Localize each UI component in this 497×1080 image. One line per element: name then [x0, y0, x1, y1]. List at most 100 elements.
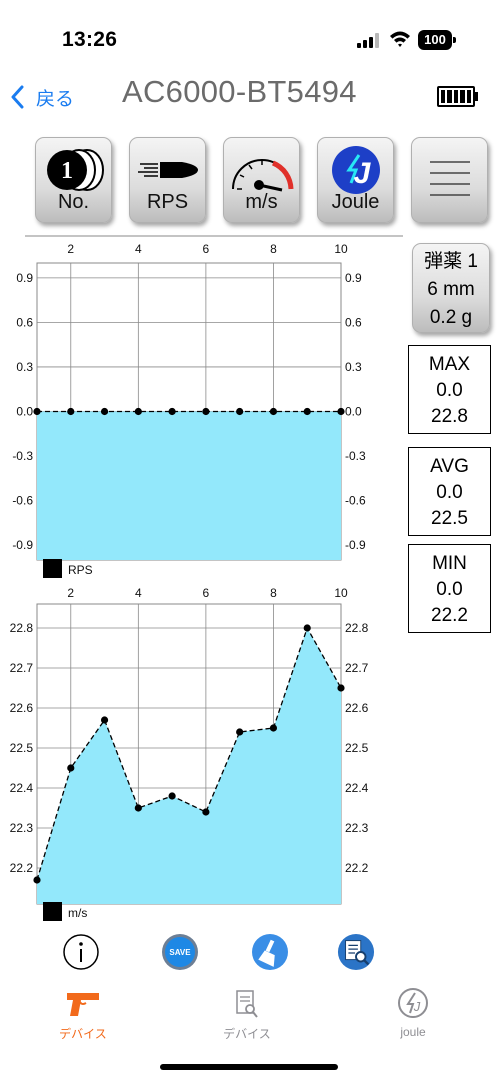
joule-button[interactable]: J Joule — [317, 137, 394, 223]
device-battery-icon — [437, 86, 475, 107]
legend-swatch — [43, 559, 62, 578]
x-tick-label: 10 — [334, 242, 348, 256]
min-stat-box: MIN 0.0 22.2 — [408, 544, 491, 633]
search-document-icon[interactable] — [337, 933, 375, 971]
min-rps-value: 0.0 — [436, 579, 463, 600]
status-time: 13:26 — [62, 28, 118, 51]
avg-stat-box: AVG 0.0 22.5 — [408, 447, 491, 536]
min-speed-value: 22.2 — [431, 605, 468, 626]
max-rps-value: 0.0 — [436, 380, 463, 401]
legend-swatch — [43, 902, 62, 921]
data-point — [303, 407, 311, 416]
min-label: MIN — [432, 553, 467, 574]
y-tick-label-right: 0.3 — [345, 360, 362, 374]
data-point — [269, 724, 278, 732]
series-area-fill — [37, 628, 341, 904]
home-indicator — [160, 1064, 338, 1070]
y-tick-label-left: 0.0 — [16, 405, 33, 419]
save-icon[interactable]: SAVE — [161, 933, 199, 971]
data-point — [168, 792, 176, 800]
y-tick-label-left: 22.8 — [10, 621, 34, 635]
clear-brush-icon[interactable] — [251, 933, 289, 971]
series-area-fill — [37, 411, 341, 560]
x-tick-label: 6 — [203, 242, 210, 256]
wifi-icon — [390, 31, 410, 47]
legend-label: m/s — [68, 906, 87, 920]
data-point — [100, 716, 109, 724]
chevron-left-icon — [11, 85, 24, 109]
data-point — [33, 876, 41, 884]
data-point — [303, 624, 311, 632]
info-icon[interactable] — [62, 933, 100, 971]
tab-device-active[interactable]: デバイス — [33, 985, 133, 1042]
series-line — [36, 626, 342, 881]
y-tick-label-right: 22.4 — [345, 781, 369, 795]
data-point — [337, 407, 345, 416]
y-tick-label-left: 0.6 — [16, 315, 33, 329]
joule-bolt-icon: J — [398, 988, 428, 1018]
y-tick-label-left: 22.2 — [10, 861, 34, 875]
svg-text:J: J — [413, 999, 421, 1014]
data-point — [67, 407, 75, 416]
y-tick-label-left: 0.9 — [16, 271, 33, 285]
joule-icon: J — [331, 146, 380, 194]
y-tick-label-left: 22.6 — [10, 701, 34, 715]
speed-chart: 2 4 6 8 10 22.8 22.8 22.7 22.7 22.6 22.6 22.5 22.5 22… — [10, 586, 369, 921]
data-point — [337, 684, 345, 692]
svg-text:SAVE: SAVE — [169, 948, 191, 957]
x-tick-label: 2 — [67, 242, 74, 256]
x-tick-label: 8 — [270, 242, 277, 256]
x-tick-label: 10 — [334, 586, 348, 600]
data-point — [100, 407, 109, 416]
joule-label: Joule — [331, 191, 380, 213]
back-button[interactable]: 戻る — [10, 82, 74, 112]
bullet-icon — [137, 162, 198, 178]
y-tick-label-left: -0.3 — [12, 449, 33, 463]
battery-status-indicator: 100 — [418, 30, 452, 50]
tab-joule-label: joule — [400, 1025, 426, 1039]
ammo-line-1: 弾薬 1 — [424, 251, 478, 272]
data-point — [168, 407, 176, 416]
speed-button[interactable]: m/s — [223, 137, 300, 223]
tab-device-label: デバイス — [59, 1027, 107, 1041]
max-stat-box: MAX 0.0 22.8 — [408, 345, 491, 434]
menu-button[interactable] — [411, 137, 488, 223]
data-point — [202, 407, 210, 416]
back-label: 戻る — [36, 88, 75, 110]
shot-number-label: No. — [57, 191, 90, 213]
tab-history-label: デバイス — [223, 1027, 271, 1041]
y-tick-label-left: 0.3 — [16, 360, 33, 374]
avg-label: AVG — [430, 456, 469, 477]
tab-joule[interactable]: J joule — [363, 985, 463, 1039]
x-tick-label: 4 — [135, 586, 142, 600]
rps-label: RPS — [146, 191, 189, 213]
data-point — [134, 804, 142, 812]
ammo-button[interactable]: 弾薬 1 6 mm 0.2 g — [412, 243, 490, 333]
y-tick-label-right: 22.2 — [345, 861, 369, 875]
max-label: MAX — [428, 354, 471, 375]
rps-button[interactable]: RPS — [129, 137, 206, 223]
svg-text:J: J — [353, 157, 371, 190]
data-point — [134, 407, 142, 416]
pistol-icon — [67, 993, 99, 1016]
data-point — [67, 764, 75, 772]
shot-number-button[interactable]: 1 No. — [35, 137, 112, 223]
y-tick-label-right: 0.9 — [345, 271, 362, 285]
y-tick-label-right: 22.8 — [345, 621, 369, 635]
ammo-line-3: 0.2 g — [429, 307, 473, 328]
x-tick-label: 4 — [135, 242, 142, 256]
menu-lines-icon — [429, 161, 470, 196]
data-point — [33, 407, 41, 416]
tab-device-history[interactable]: デバイス — [197, 985, 297, 1042]
battery-status-tip — [453, 37, 456, 43]
y-tick-label-right: 22.5 — [345, 741, 369, 755]
x-tick-label: 6 — [203, 586, 210, 600]
max-speed-value: 22.8 — [431, 406, 468, 427]
y-tick-label-right: -0.6 — [345, 494, 366, 508]
cellular-signal-icon — [357, 33, 381, 48]
y-tick-label-right: 22.3 — [345, 821, 369, 835]
y-tick-label-right: 22.7 — [345, 661, 369, 675]
data-point — [202, 808, 210, 816]
data-point — [236, 407, 244, 416]
